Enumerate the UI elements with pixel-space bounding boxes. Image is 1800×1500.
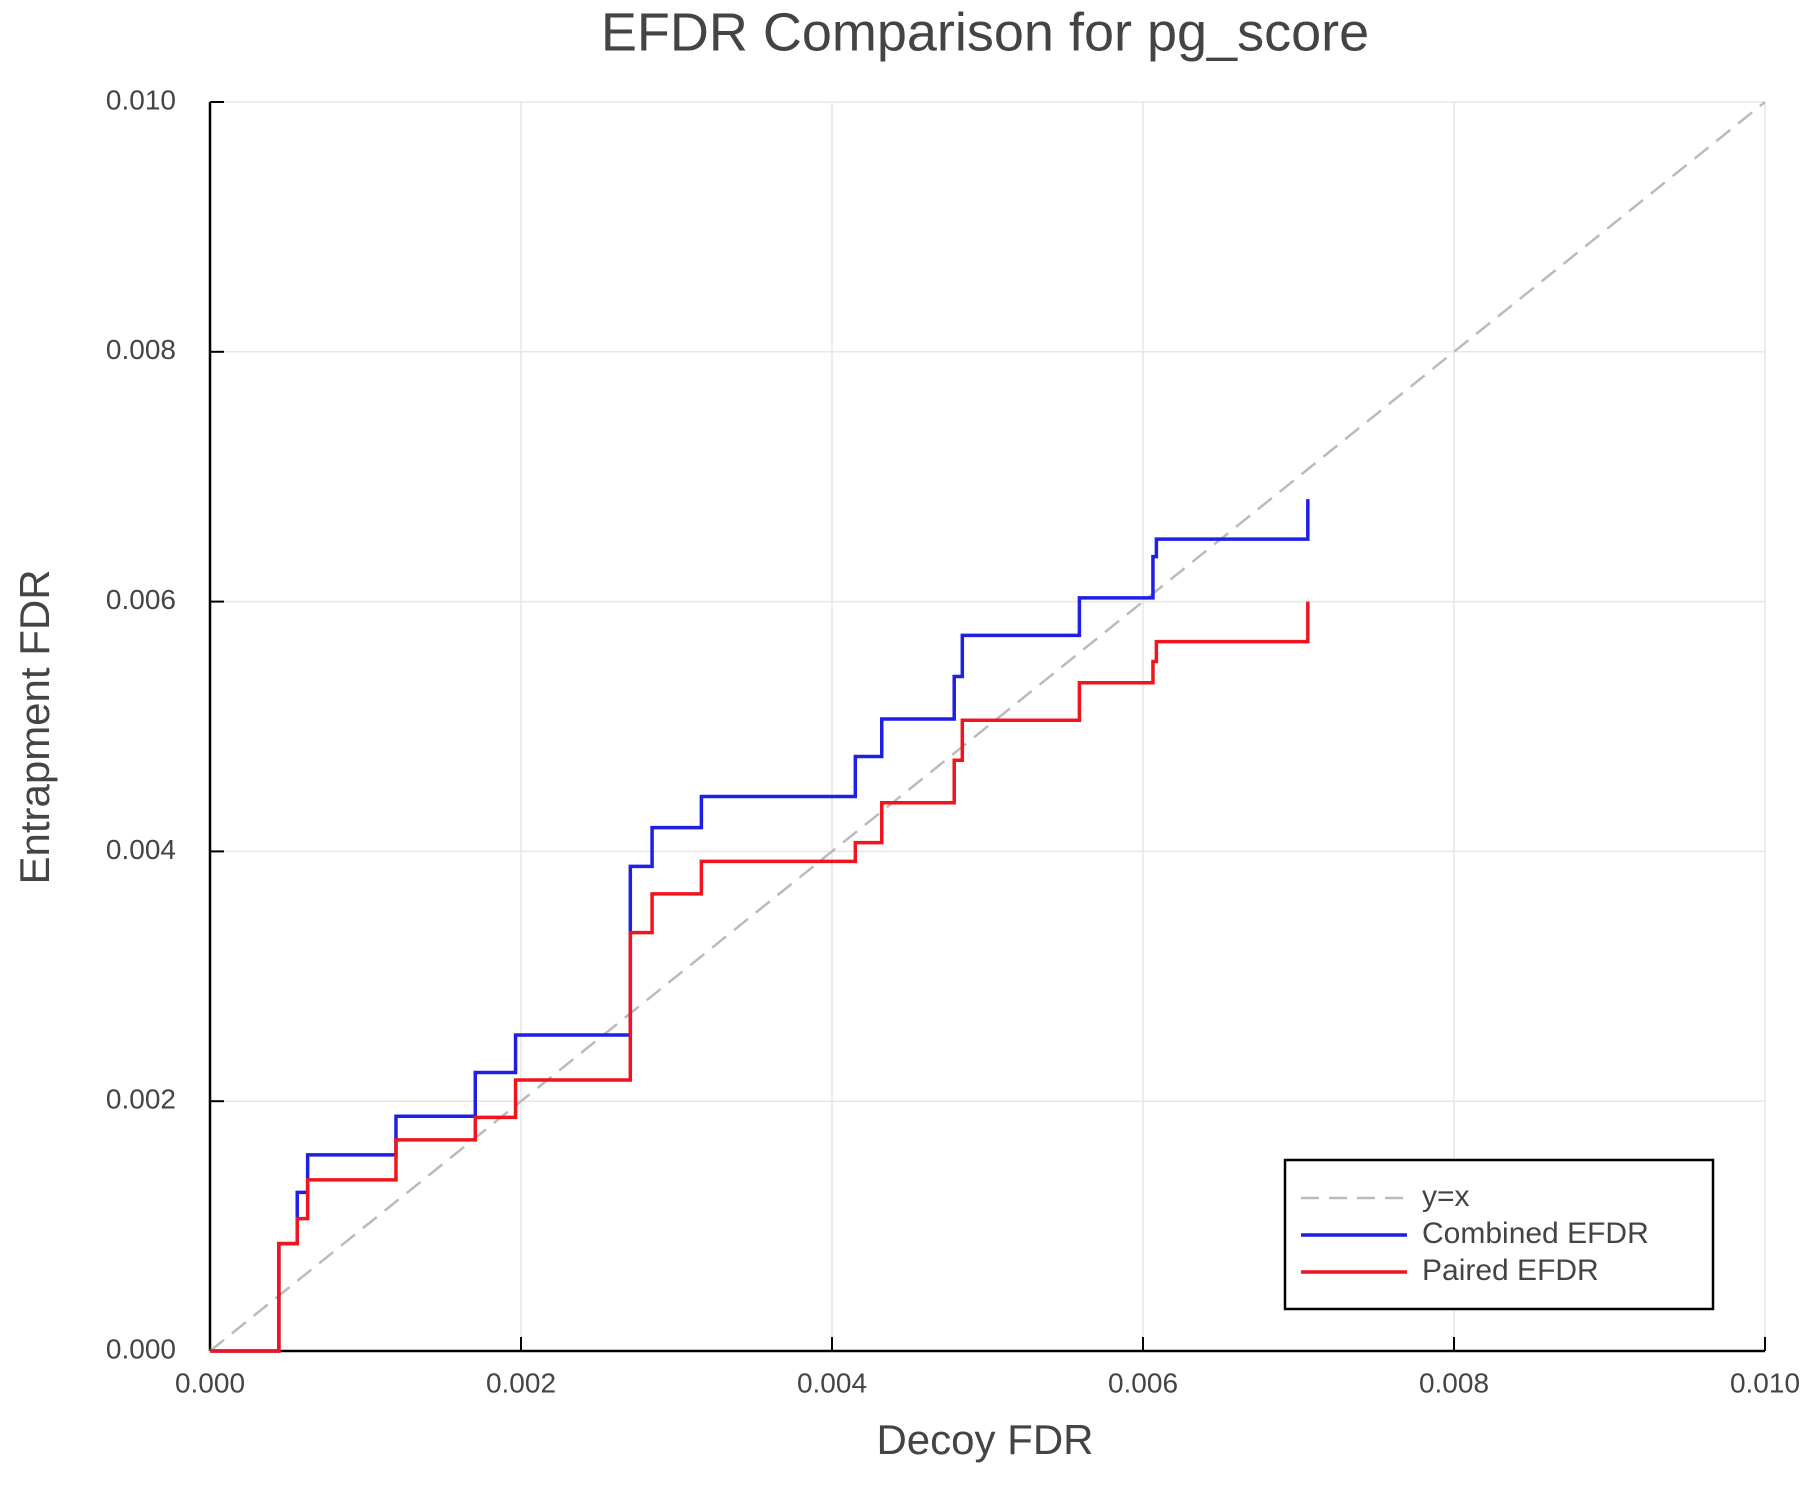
x-tick-label: 0.010 (1730, 1367, 1800, 1398)
x-tick-label: 0.004 (797, 1367, 867, 1398)
legend-label: Combined EFDR (1422, 1217, 1649, 1250)
x-axis-label: Decoy FDR (876, 1416, 1093, 1463)
y-axis-label: Entrapment FDR (11, 569, 58, 884)
y-tick-label: 0.006 (106, 584, 176, 615)
y-tick-label: 0.010 (106, 84, 176, 115)
line (210, 499, 1310, 1353)
y-tick-label: 0.000 (106, 1333, 176, 1364)
line (209, 101, 1766, 1352)
chart-title: EFDR Comparison for pg_score (601, 2, 1369, 62)
x-tick-label: 0.002 (486, 1367, 556, 1398)
y-tick-label: 0.008 (106, 334, 176, 365)
y-tick-label: 0.002 (106, 1084, 176, 1115)
x-tick-label: 0.000 (175, 1367, 245, 1398)
x-tick-label: 0.006 (1108, 1367, 1178, 1398)
x-tick-label: 0.008 (1419, 1367, 1489, 1398)
line (210, 601, 1310, 1353)
y-tick-label: 0.004 (106, 834, 176, 865)
legend-label: Paired EFDR (1422, 1254, 1599, 1287)
legend-label: y=x (1422, 1180, 1470, 1213)
